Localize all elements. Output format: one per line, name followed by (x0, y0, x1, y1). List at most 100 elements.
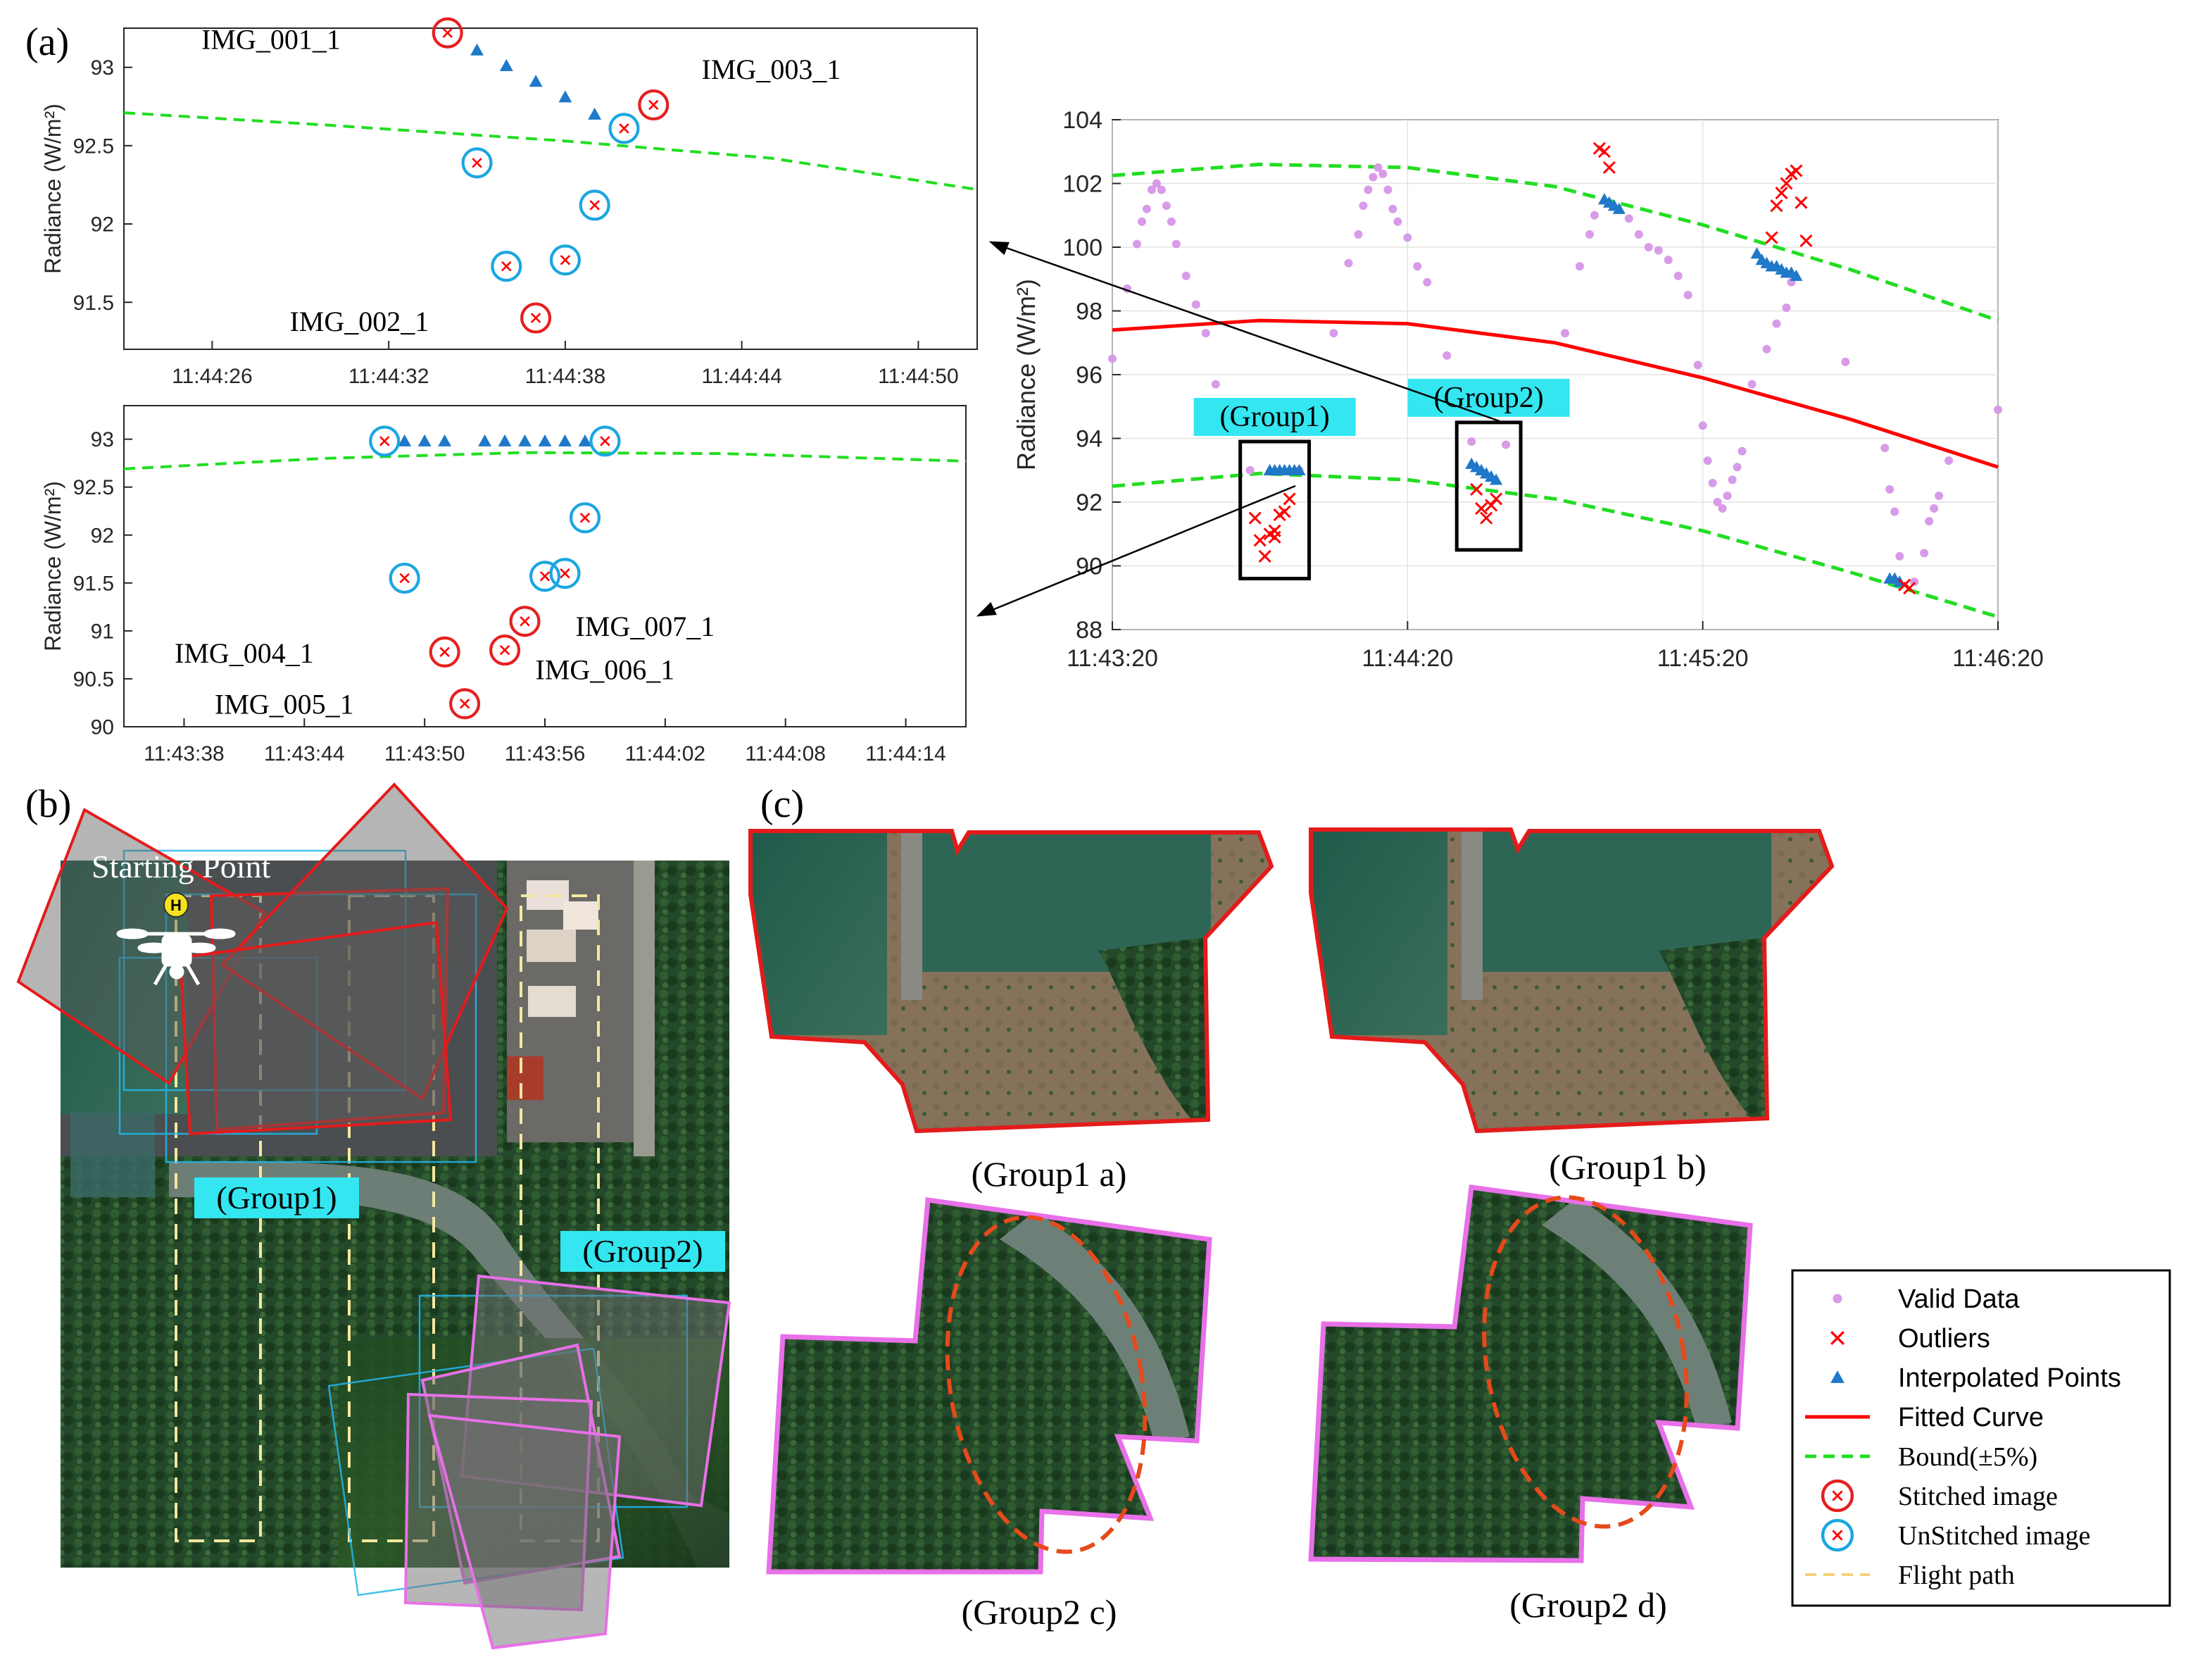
a1-interpolated-point-3 (558, 90, 572, 103)
legend-item-interp: Interpolated Points (1830, 1363, 2121, 1393)
caption-group1-a: (Group1 a) (972, 1154, 1127, 1194)
main-valid-point-53 (1728, 475, 1737, 485)
legend-item-valid-label: Valid Data (1898, 1284, 2020, 1314)
a1-unstitched-image-1 (491, 251, 522, 282)
legend-item-bound-label: Bound(±5%) (1898, 1442, 2037, 1472)
main-group-box-0 (1238, 439, 1312, 581)
main-valid-point-28 (1403, 233, 1412, 242)
a2-ytick-label-5: 92.5 (73, 476, 114, 499)
main-outlier-point-7 (1283, 492, 1296, 506)
a1-unstitched-image-4 (608, 113, 640, 144)
a1-unstitched-image-1-x-b (501, 261, 512, 272)
main-outlier-point-0 (1248, 511, 1262, 525)
main-outlier-point-17-stroke-b (1765, 231, 1778, 244)
main-outlier-point-11-stroke-b (1480, 511, 1493, 525)
mosaic-group2-c (766, 1197, 1212, 1575)
main-valid-point-20 (1359, 201, 1368, 211)
mosaic-group2-d (1308, 1184, 1753, 1563)
a2-xtick-label-0: 11:43:38 (144, 742, 225, 765)
main-valid-point-6 (1152, 179, 1161, 188)
a2-stitched-image-3 (509, 606, 541, 637)
legend-box (1791, 1269, 2171, 1607)
main-group-label-bg-0 (1193, 398, 1356, 437)
main-outlier-point-10-stroke-b (1475, 501, 1488, 515)
main-outlier-point-8 (1268, 524, 1281, 537)
main-outlier-point-20 (1780, 177, 1793, 190)
main-outlier-point-26-stroke-b (1903, 582, 1916, 595)
main-outlier-point-7-stroke-b (1283, 492, 1296, 506)
main-outlier-point-19-stroke-b (1775, 187, 1788, 200)
pond (70, 1113, 155, 1197)
house-2 (527, 930, 576, 962)
main-valid-point-52 (1723, 491, 1732, 500)
a1-interpolated-point-4 (588, 107, 602, 120)
main-ytick-label-8: 104 (1062, 107, 1102, 134)
panel-label-b: (b) (25, 782, 71, 826)
a1-unstitched-image-4-ring (608, 113, 640, 144)
main-valid-point-21 (1364, 185, 1373, 194)
a2-xtick-label-1: 11:43:44 (264, 742, 345, 765)
main-valid-point-63 (1885, 485, 1894, 494)
a1-xtick-label-2: 11:44:38 (525, 365, 606, 388)
a1-stitched-image-1-ring (638, 89, 670, 121)
a2-unstitched-image-5 (389, 562, 420, 594)
legend-item-valid: Valid Data (1833, 1284, 2020, 1314)
a1-image-label-0: IMG_001_1 (201, 24, 341, 56)
main-valid-point-2 (1132, 239, 1141, 249)
a1-xtick-label-1: 11:44:32 (348, 365, 429, 388)
a2-unstitched-image-4-ring (529, 561, 561, 592)
a1-stitched-image-0-ring (432, 17, 463, 49)
a2-interpolated-point-4 (498, 434, 512, 446)
a1-unstitched-image-2-x-b (560, 254, 571, 265)
map-group1-label-bg (194, 1177, 359, 1218)
main-valid-point-56 (1747, 380, 1757, 389)
main-outlier-point-1 (1253, 534, 1267, 547)
a1-unstitched-image-2 (549, 244, 581, 276)
main-valid-point-38 (1590, 211, 1599, 220)
main-valid-point-44 (1673, 271, 1683, 280)
a2-unstitched-image-3-x-b (560, 568, 570, 579)
legend: Valid Data Outliers Interpolated Points Fit… (1791, 1269, 2171, 1607)
a2-xtick-label-2: 11:43:50 (384, 742, 465, 765)
a2-ytick-label-2: 91 (91, 620, 114, 643)
main-ytick-label-3: 94 (1076, 425, 1102, 452)
main-valid-point-10 (1171, 239, 1181, 249)
main-valid-point-58 (1772, 319, 1781, 328)
legend-item-interp-swatch (1830, 1370, 1845, 1383)
a2-stitched-image-0 (429, 636, 460, 668)
main-valid-point-49 (1708, 478, 1717, 487)
main-outlier-point-2 (1258, 549, 1271, 563)
road (634, 861, 655, 1156)
a2-unstitched-image-0-ring (369, 425, 401, 457)
legend-item-outlier-swatch-stroke-b (1830, 1331, 1845, 1345)
a1-xtick-label-4: 11:44:50 (878, 365, 959, 388)
main-valid-point-32 (1467, 437, 1476, 446)
main-valid-point-40 (1634, 230, 1643, 239)
main-valid-point-59 (1782, 303, 1791, 312)
a2-stitched-image-1-x-b (459, 699, 470, 709)
main-outlier-point-16 (1602, 161, 1616, 174)
a1-stitched-image-1-x-b (648, 99, 659, 111)
main-outlier-point-2-stroke-b (1258, 549, 1271, 563)
legend-item-stitched: Stitched image (1821, 1479, 2058, 1513)
legend-item-bound: Bound(±5%) (1805, 1442, 2037, 1472)
main-interpolated-point-17 (1750, 247, 1764, 259)
main-interpolated-point-16 (1612, 202, 1626, 214)
main-xtick-label-1: 11:44:20 (1362, 645, 1453, 672)
legend-item-outlier-label: Outliers (1898, 1324, 1990, 1354)
a1-ytick-label-0: 91.5 (73, 292, 114, 315)
a2-interpolated-point-5 (518, 434, 532, 446)
main-xtick-label-0: 11:43:20 (1067, 645, 1158, 672)
a2-unstitched-image-2 (569, 502, 601, 534)
a1-unstitched-image-0-ring (461, 147, 493, 179)
main-outlier-point-22-stroke-b (1790, 164, 1803, 177)
a2-xtick-label-5: 11:44:08 (745, 742, 826, 765)
main-outlier-point-6-stroke-b (1278, 505, 1291, 518)
a1-stitched-image-0-x-b (442, 27, 453, 38)
a1-ytick-label-3: 93 (91, 56, 114, 80)
main-valid-point-5 (1147, 185, 1156, 194)
a2-interpolated-point-1 (417, 434, 432, 446)
main-valid-point-25 (1383, 185, 1393, 194)
main-outlier-point-18-stroke-b (1770, 199, 1783, 213)
a2-unstitched-image-1-x-b (600, 436, 610, 446)
